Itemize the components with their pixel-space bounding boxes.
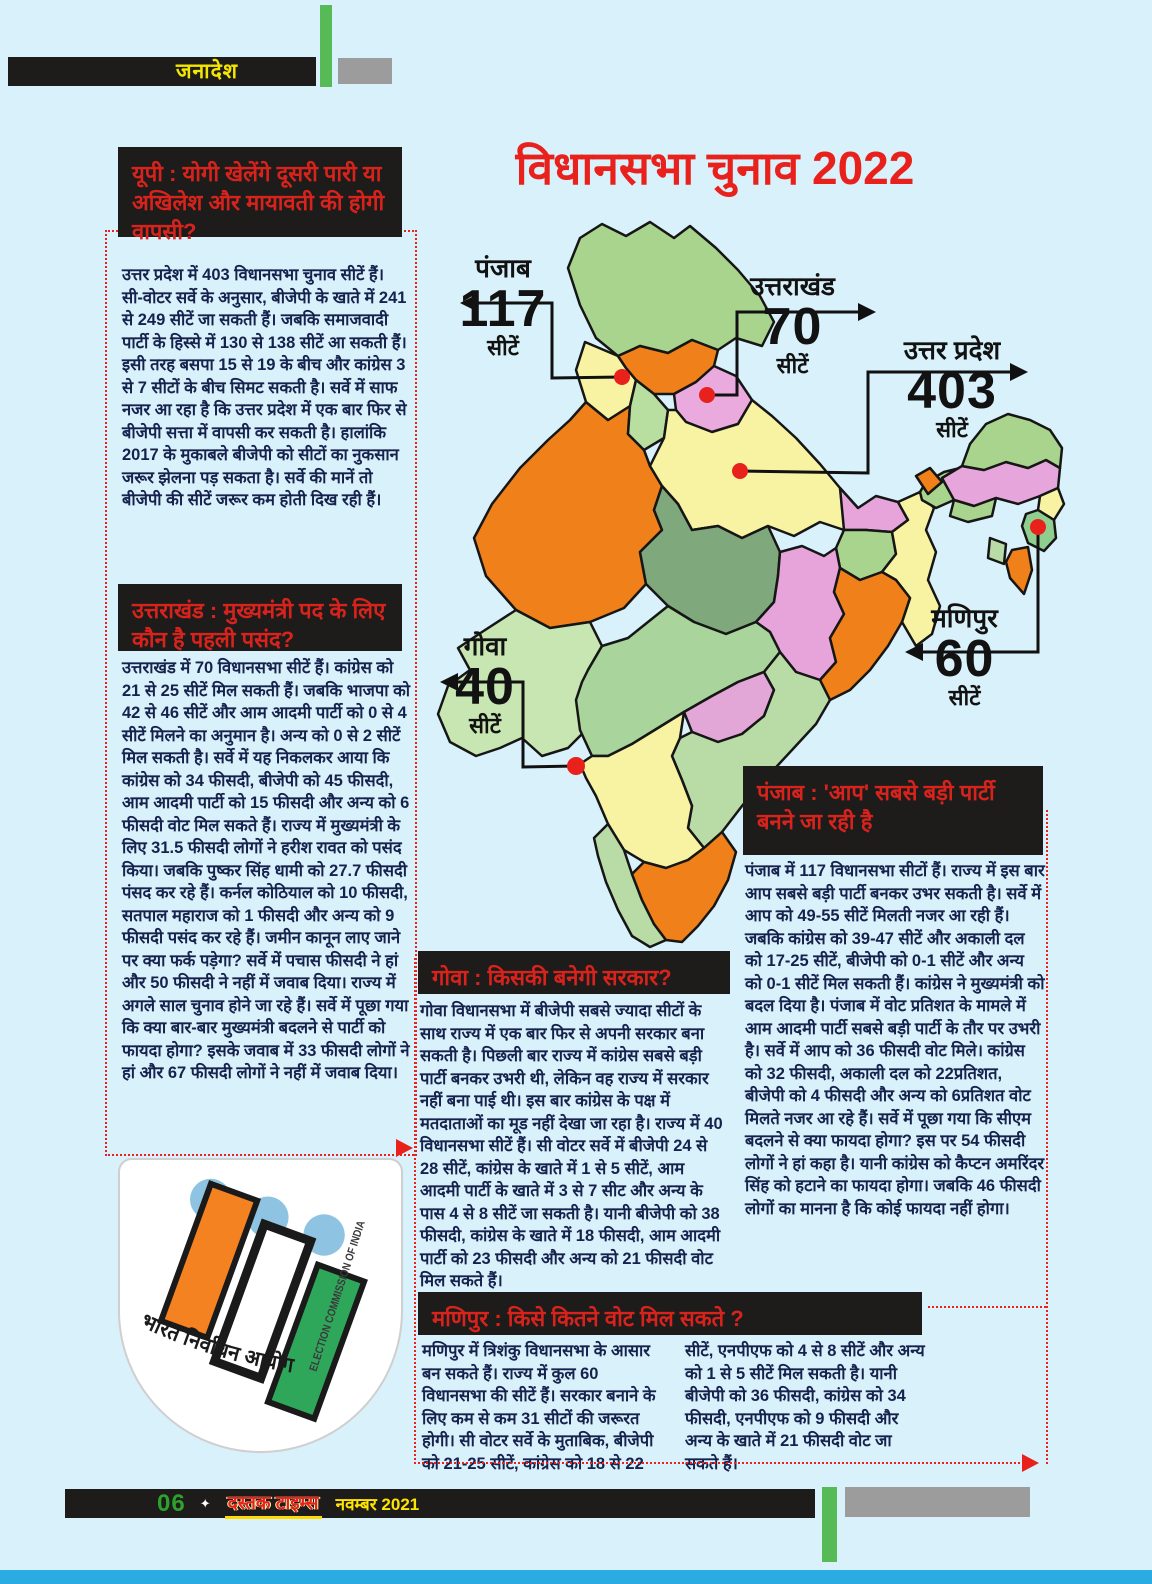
- map-connector-arrowheads: [440, 294, 1028, 691]
- state-seat-count: 117: [459, 279, 547, 338]
- body-manipur-col1: मणिपुर में त्रिशंकु विधानसभा के आसार बन …: [422, 1342, 656, 1473]
- state-seat-count: 60: [934, 629, 995, 688]
- state-mizoram: [1004, 545, 1034, 596]
- state-nagaland: [1036, 486, 1066, 522]
- state-seat-unit: सीटें: [776, 352, 809, 378]
- india-map-svg: [436, 220, 1066, 949]
- map-label-goa: गोवा 40 सीटें: [440, 632, 530, 739]
- state-tamil-nadu: [630, 830, 738, 944]
- state-markers: [567, 369, 1046, 775]
- state-seat-unit: सीटें: [469, 712, 501, 738]
- state-sikkim: [914, 466, 944, 496]
- eci-logo-art: भारत निर्वाचन आयोग ELECTION COMMISSION O…: [138, 1178, 368, 1423]
- state-tripura: [986, 536, 1008, 566]
- heading-punjab-article: पंजाब : 'आप' सबसे बड़ी पार्टी बनने जा रह…: [743, 766, 1043, 855]
- map-connector-lines: [444, 301, 1040, 769]
- map-label-uttarakhand: उत्तराखंड 70 सीटें: [735, 272, 850, 379]
- page-title: विधानसभा चुनाव 2022: [515, 142, 915, 194]
- body-manipur-col2: सीटें, एनपीएफ को 4 से 8 सीटें और अन्य को…: [685, 1342, 925, 1473]
- body-uttarakhand-article: उत्तराखंड में 70 विधानसभा सीटें हैं। कां…: [122, 659, 411, 1082]
- page-number: 06: [157, 1489, 186, 1517]
- decoration-gray-bar-bottom: [845, 1487, 1030, 1517]
- state-seat-unit: सीटें: [948, 684, 981, 710]
- map-label-uttar-pradesh: उत्तर प्रदेश 403 सीटें: [893, 336, 1011, 443]
- dotted-divider-bottom: [414, 1462, 1020, 1464]
- body-up-article: उत्तर प्रदेश में 403 विधानसभा चुनाव सीटे…: [122, 266, 407, 509]
- state-name: मणिपुर: [931, 603, 998, 633]
- magazine-name: दस्तक टाइम्स: [224, 1489, 322, 1519]
- decoration-green-bar-bottom: [822, 1487, 837, 1562]
- continuation-arrow-icon: [396, 1139, 413, 1157]
- india-election-map: [430, 210, 1070, 960]
- state-name: पंजाब: [475, 253, 531, 283]
- state-seat-unit: सीटें: [487, 334, 519, 360]
- page-bottom-strip: [0, 1570, 1152, 1584]
- state-arunachal: [960, 412, 1064, 472]
- ballot-bars-icon: [157, 1179, 368, 1423]
- state-name: उत्तर प्रदेश: [903, 335, 1001, 365]
- decoration-green-bar-top: [320, 5, 332, 87]
- body-punjab-article: पंजाब में 117 विधानसभा सीटों हैं। राज्य …: [745, 862, 1045, 1218]
- state-name: गोवा: [463, 631, 507, 661]
- heading-uttarakhand-article: उत्तराखंड : मुख्यमंत्री पद के लिए कौन है…: [118, 584, 402, 652]
- state-seat-count: 40: [455, 657, 515, 716]
- dotted-divider-manipur-top: [928, 1306, 1046, 1308]
- body-goa-article: गोवा विधानसभा में बीजेपी सबसे ज्यादा सीट…: [420, 1002, 723, 1290]
- dotted-divider-punjab-right: [1046, 810, 1048, 1464]
- continuation-arrow-icon: [1022, 1454, 1039, 1472]
- state-meghalaya: [948, 496, 998, 524]
- state-karnataka: [578, 710, 706, 870]
- state-odisha: [818, 566, 912, 702]
- state-name: उत्तराखंड: [750, 271, 835, 301]
- section-kicker: जनादेश: [8, 57, 316, 86]
- map-label-punjab: पंजाब 117 सीटें: [448, 254, 558, 361]
- footer-bar: 06 ✦ दस्तक टाइम्स नवम्बर 2021: [65, 1489, 815, 1519]
- heading-manipur-article: मणिपुर : किसे कितने वोट मिल सकते ?: [418, 1292, 922, 1335]
- heading-goa-article: गोवा : किसकी बनेगी सरकार?: [418, 951, 730, 994]
- state-seat-unit: सीटें: [936, 416, 968, 442]
- heading-up-article: यूपी : योगी खेलेंगे दूसरी पारी या अखिलेश…: [118, 147, 402, 244]
- dotted-divider-goa-left: [414, 958, 416, 1464]
- diamond-icon: ✦: [199, 1495, 211, 1511]
- issue-date: नवम्बर 2021: [335, 1495, 420, 1514]
- state-bihar: [838, 486, 910, 534]
- eci-logo: भारत निर्वाचन आयोग ELECTION COMMISSION O…: [118, 1158, 403, 1453]
- state-seat-count: 403: [907, 361, 997, 420]
- state-seat-count: 70: [762, 297, 823, 356]
- decoration-gray-bar-top: [338, 58, 392, 84]
- map-label-manipur: मणिपुर 60 सीटें: [912, 604, 1017, 711]
